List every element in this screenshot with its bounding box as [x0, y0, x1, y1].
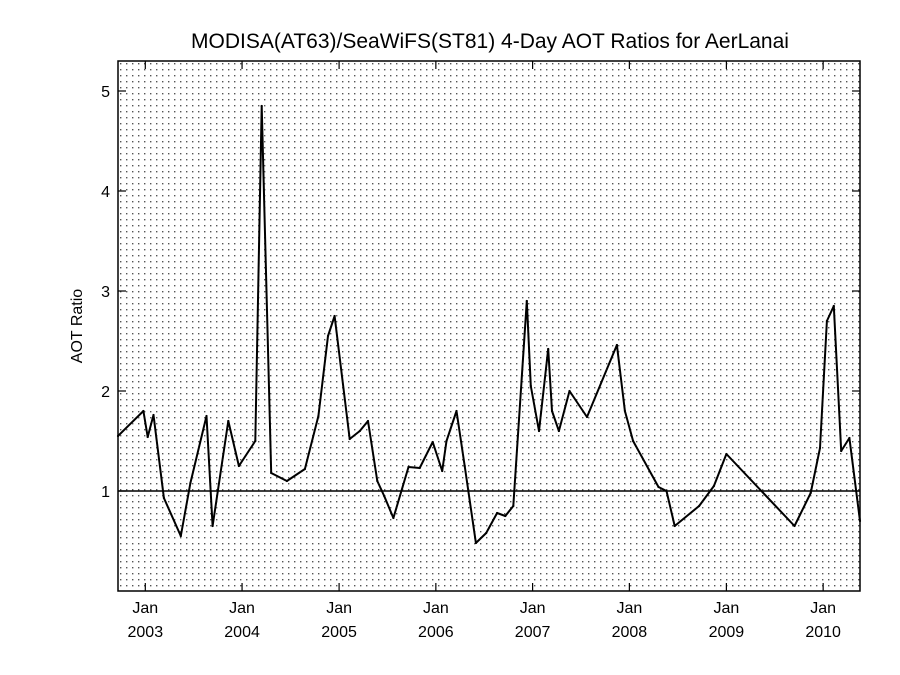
- data-point: [832, 304, 835, 308]
- series-line: [117, 105, 861, 544]
- data-point: [333, 314, 336, 318]
- data-point: [285, 479, 288, 483]
- x-tick-label-year: 2006: [418, 624, 454, 641]
- data-point: [366, 419, 370, 423]
- data-point: [270, 471, 273, 475]
- data-point: [529, 384, 532, 388]
- data-point: [376, 479, 379, 483]
- x-tick-label-year: 2010: [805, 624, 841, 641]
- data-point: [525, 299, 528, 303]
- data-point: [260, 104, 263, 108]
- y-axis-label: AOT Ratio: [69, 289, 86, 364]
- x-tick-label-month: Jan: [326, 600, 352, 617]
- data-point: [568, 389, 571, 393]
- data-point: [474, 541, 477, 545]
- data-point: [254, 439, 257, 443]
- plot-area-grid: [118, 61, 860, 591]
- x-tick-label-month: Jan: [616, 600, 642, 617]
- y-tick-label: 1: [101, 484, 110, 501]
- data-point: [146, 435, 149, 439]
- data-point: [303, 467, 306, 471]
- data-point: [179, 534, 182, 538]
- data-point: [673, 524, 676, 528]
- data-point: [445, 439, 448, 443]
- y-tick-label: 2: [101, 384, 110, 401]
- data-point: [317, 414, 320, 418]
- data-point: [698, 504, 701, 508]
- x-tick-label-month: Jan: [132, 600, 158, 617]
- y-tick-label: 3: [101, 284, 110, 301]
- data-point: [383, 494, 386, 498]
- data-point: [227, 419, 230, 423]
- data-point: [455, 409, 458, 413]
- data-point: [512, 504, 515, 508]
- data-point: [547, 347, 550, 351]
- y-tick-label: 4: [101, 184, 110, 201]
- data-point: [485, 531, 488, 535]
- data-point: [496, 511, 499, 515]
- x-tick-label-year: 2004: [224, 624, 260, 641]
- y-tick-label: 5: [101, 84, 110, 101]
- data-point: [162, 496, 165, 500]
- chart-title: MODISA(AT63)/SeaWiFS(ST81) 4-Day AOT Rat…: [191, 30, 789, 53]
- data-point: [205, 414, 208, 418]
- data-point: [615, 343, 619, 347]
- data-point: [463, 464, 466, 468]
- data-point: [211, 524, 214, 528]
- data-point: [142, 409, 145, 413]
- plot-frame: [117, 60, 861, 592]
- data-points: [116, 104, 862, 545]
- data-point: [825, 319, 829, 323]
- data-point: [585, 415, 589, 419]
- y-axis: 1 2 3 4 5: [101, 84, 860, 501]
- x-tick-label-year: 2007: [515, 624, 551, 641]
- data-point: [537, 429, 541, 433]
- data-point: [358, 429, 361, 433]
- x-tick-label-year: 2008: [612, 624, 648, 641]
- data-point: [793, 524, 796, 528]
- x-axis: Jan 2003 Jan 2004 Jan 2005 Jan 2006 Jan 2007 Jan 20…: [128, 61, 841, 641]
- x-tick-label-month: Jan: [810, 600, 836, 617]
- data-point: [657, 485, 660, 489]
- data-point: [818, 446, 822, 450]
- data-point: [237, 464, 240, 468]
- data-point: [152, 413, 155, 417]
- data-point: [392, 516, 395, 520]
- x-tick-label-year: 2005: [321, 624, 357, 641]
- data-point: [431, 440, 434, 444]
- data-point: [504, 514, 507, 518]
- data-point: [189, 481, 192, 485]
- data-point: [809, 491, 812, 495]
- data-point: [725, 452, 728, 456]
- x-tick-label-month: Jan: [713, 600, 739, 617]
- data-point: [441, 469, 444, 473]
- x-tick-label-month: Jan: [520, 600, 546, 617]
- data-point: [623, 409, 627, 413]
- x-tick-label-month: Jan: [423, 600, 449, 617]
- x-tick-label-year: 2003: [128, 624, 164, 641]
- data-point: [848, 436, 851, 440]
- data-point: [557, 429, 561, 433]
- data-point: [632, 439, 635, 443]
- data-point: [550, 409, 554, 413]
- data-point: [665, 489, 668, 493]
- data-point: [326, 334, 330, 338]
- data-point: [348, 437, 351, 441]
- data-point: [840, 449, 843, 453]
- data-point: [712, 484, 716, 488]
- data-point: [407, 465, 410, 469]
- x-tick-label-year: 2009: [709, 624, 745, 641]
- x-tick-label-month: Jan: [229, 600, 255, 617]
- data-point: [418, 466, 421, 470]
